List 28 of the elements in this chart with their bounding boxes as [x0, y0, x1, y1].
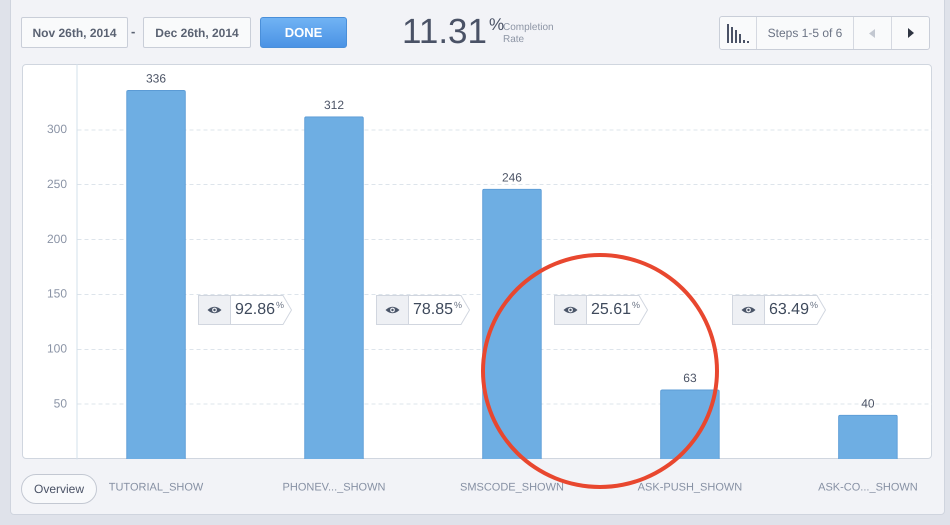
y-tick-label: 50 [54, 396, 68, 410]
data-label: 63 [683, 371, 697, 386]
x-tick-label: ASK-PUSH_SHOWN [638, 482, 742, 494]
x-tick-label: ASK-CO..._SHOWN [818, 482, 918, 494]
annotation: 78.85$^{%}$ [412, 300, 462, 319]
y-tick-label: 250 [46, 177, 68, 192]
annotation: 92.86$^{%}$ [235, 300, 284, 319]
chart-title: 11.31$^{%}$ [402, 12, 504, 52]
data-label: 336 [146, 72, 166, 86]
annotation: 63.49$^{%}$ [768, 300, 818, 319]
x-tick-label: PHONEV..._SHOWN [282, 482, 386, 494]
date-field: Nov 26th, 2014 [21, 17, 128, 48]
chart-subtitle: Completion Rate [503, 22, 555, 46]
data-label: 246 [502, 170, 522, 184]
y-tick-label: 150 [46, 286, 68, 301]
annotation: 25.61$^{%}$ [590, 300, 640, 319]
button: Overview [21, 474, 97, 504]
date-field: Dec 26th, 2014 [143, 17, 251, 48]
x-tick-label: SMSCODE_SHOWN [460, 482, 564, 494]
x-tick-label: TUTORIAL_SHOW [108, 482, 204, 494]
data-label: 312 [324, 98, 344, 112]
y-tick-label: 300 [46, 122, 68, 136]
toolbar: Steps 1-5 of 6 [719, 16, 930, 50]
data-label: 40 [861, 396, 875, 410]
text: - [131, 24, 136, 39]
y-tick-label: 100 [46, 342, 68, 356]
y-tick-label: 200 [46, 232, 68, 246]
button: DONE [260, 17, 347, 48]
